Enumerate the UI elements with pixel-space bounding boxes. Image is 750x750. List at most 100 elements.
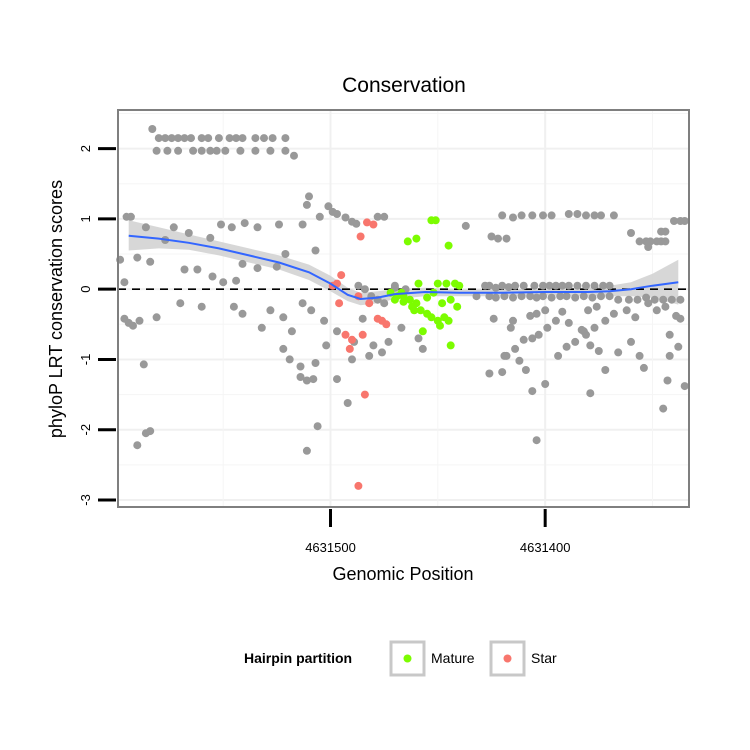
panel-border — [117, 109, 690, 508]
point-other — [528, 334, 537, 343]
point-other — [597, 211, 605, 220]
point-other — [551, 281, 560, 290]
point-other — [661, 302, 670, 311]
point-other — [509, 293, 517, 302]
point-other — [365, 351, 374, 360]
point-other — [551, 316, 560, 325]
point-other — [309, 375, 318, 384]
point-other — [240, 219, 249, 228]
point-other — [605, 281, 614, 290]
point-other — [498, 211, 507, 220]
point-other — [631, 313, 640, 322]
point-other — [324, 202, 333, 211]
point-other — [597, 292, 605, 301]
point-other — [622, 306, 631, 315]
point-other — [217, 220, 225, 229]
point-other — [650, 295, 659, 304]
point-other — [461, 221, 470, 230]
point-other — [238, 134, 247, 143]
point-other — [311, 359, 320, 367]
point-other — [380, 299, 389, 308]
point-other — [268, 134, 277, 143]
point-other — [296, 373, 305, 381]
point-other — [590, 281, 599, 290]
point-other — [333, 210, 341, 218]
point-other — [573, 281, 582, 290]
point-other — [238, 259, 247, 268]
point-other — [509, 213, 517, 222]
point-other — [208, 272, 217, 281]
point-other — [251, 134, 260, 143]
point-other — [667, 295, 676, 304]
x-tick-label: 4631400 — [520, 540, 571, 555]
point-other — [564, 210, 573, 218]
point-other — [341, 213, 350, 222]
point-other — [167, 134, 176, 143]
point-other — [189, 146, 198, 155]
point-other — [272, 262, 281, 271]
point-other — [506, 323, 515, 332]
point-other — [545, 281, 554, 290]
point-other — [614, 348, 623, 357]
point-other — [333, 327, 341, 336]
point-other — [485, 281, 494, 290]
point-other — [579, 292, 588, 301]
point-other — [290, 151, 298, 160]
point-other — [154, 134, 163, 143]
point-other — [285, 355, 294, 364]
x-tick-label: 4631500 — [305, 540, 356, 555]
point-star — [382, 320, 391, 329]
point-other — [232, 134, 241, 143]
point-other — [180, 134, 189, 143]
point-other — [225, 134, 234, 143]
point-other — [663, 376, 672, 385]
point-other — [532, 436, 541, 445]
point-other — [174, 146, 183, 155]
point-other — [562, 342, 571, 351]
point-mature — [416, 306, 425, 315]
point-other — [266, 306, 275, 315]
point-star — [354, 481, 363, 490]
point-other — [502, 234, 511, 243]
point-other — [644, 299, 653, 308]
point-other — [302, 446, 311, 455]
point-mature — [427, 216, 436, 225]
point-star — [365, 299, 374, 308]
point-other — [517, 292, 526, 301]
point-other — [229, 302, 238, 311]
point-other — [494, 234, 502, 243]
point-other — [500, 351, 509, 360]
y-tick-label: -1 — [78, 354, 93, 366]
point-other — [253, 264, 262, 273]
point-other — [184, 229, 193, 237]
legend-entries: Mature Star — [389, 640, 557, 677]
point-other — [491, 293, 500, 302]
point-mature — [405, 295, 414, 304]
point-other — [266, 146, 275, 155]
point-other — [281, 250, 290, 258]
point-other — [227, 223, 236, 232]
point-other — [212, 146, 221, 155]
point-mature — [390, 295, 399, 304]
point-other — [313, 422, 322, 431]
point-other — [298, 220, 307, 229]
point-other — [532, 309, 541, 318]
smooth-curve — [128, 234, 679, 301]
point-other — [586, 341, 595, 350]
point-other — [275, 220, 283, 229]
point-other — [504, 283, 513, 292]
point-mature — [455, 281, 464, 290]
legend-title: Hairpin partition — [244, 650, 352, 666]
point-other — [556, 292, 565, 301]
point-mature — [436, 321, 444, 330]
point-other — [298, 299, 307, 308]
point-mature — [412, 234, 421, 243]
point-other — [532, 293, 541, 302]
point-other — [161, 134, 170, 143]
point-other — [251, 146, 260, 155]
point-other — [517, 211, 526, 220]
point-other — [260, 134, 268, 143]
point-other — [509, 316, 517, 325]
point-other — [652, 306, 661, 315]
